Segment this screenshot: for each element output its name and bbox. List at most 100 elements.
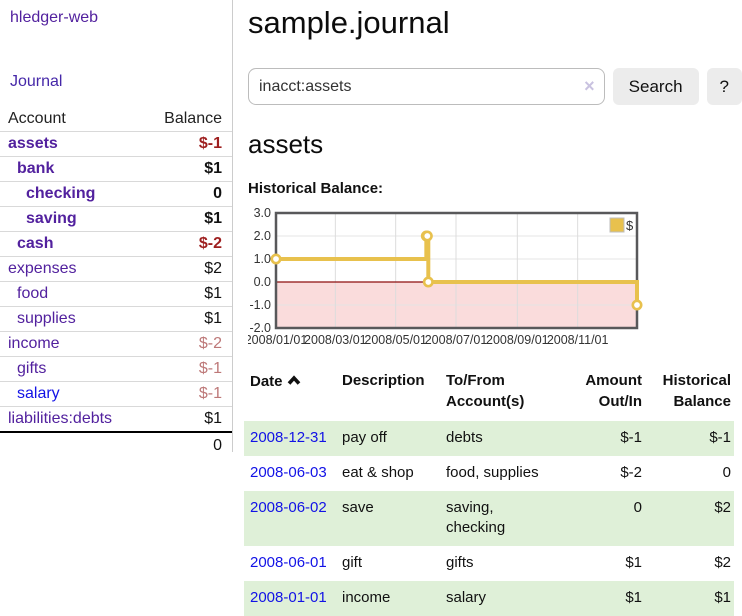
- transaction-amount: $-1: [620, 429, 642, 446]
- amount-column-header: Amount Out/In: [585, 372, 642, 410]
- register-header-row: Date Description To/From Account(s) Amou…: [244, 368, 734, 421]
- account-balance: $-1: [198, 135, 222, 152]
- account-balance: $1: [204, 410, 222, 427]
- sidebar: hledger-web Journal Account Balance asse…: [0, 0, 233, 454]
- account-balance: $-1: [198, 360, 222, 377]
- account-balance: $-1: [198, 385, 222, 402]
- help-button[interactable]: ?: [706, 68, 742, 105]
- account-link[interactable]: gifts: [17, 360, 47, 377]
- account-balance: $1: [204, 285, 222, 302]
- account-balance: $2: [204, 260, 222, 277]
- transaction-balance: $2: [714, 554, 731, 571]
- transaction-balance: 0: [722, 464, 731, 481]
- data-point-marker: [422, 276, 434, 288]
- account-row: saving $1: [0, 206, 232, 231]
- y-axis-tick-label: 2.0: [254, 229, 271, 243]
- transaction-description: save: [342, 499, 374, 516]
- transaction-amount: 0: [633, 499, 642, 516]
- data-point-marker: [270, 253, 282, 265]
- x-axis-tick-label: 2008/03/01: [304, 333, 367, 347]
- brand-link[interactable]: hledger-web: [10, 9, 99, 26]
- transaction-description: gift: [342, 554, 363, 571]
- transaction-date-link[interactable]: 2008-06-02: [250, 499, 327, 516]
- account-row: income $-2: [0, 331, 232, 356]
- x-axis-tick-label: 2008/09/01: [486, 333, 549, 347]
- legend-label: $: [626, 218, 634, 233]
- date-cell: 2008-01-01: [244, 581, 342, 616]
- account-link[interactable]: checking: [26, 185, 96, 202]
- account-link[interactable]: expenses: [8, 260, 77, 277]
- account-row: checking 0: [0, 181, 232, 206]
- account-link[interactable]: assets: [8, 135, 58, 152]
- account-link[interactable]: income: [8, 335, 60, 352]
- date-cell: 2008-06-01: [244, 546, 342, 581]
- account-link[interactable]: food: [17, 285, 49, 302]
- account-balance: $-2: [198, 235, 222, 252]
- register-table: Date Description To/From Account(s) Amou…: [244, 368, 734, 616]
- y-axis-tick-label: -1.0: [249, 298, 271, 312]
- date-cell: 2008-06-03: [244, 456, 342, 491]
- transaction-accounts: gifts: [446, 554, 474, 571]
- register-row: 2008-12-31 pay off debts $-1 $-1: [244, 421, 734, 456]
- transaction-date-link[interactable]: 2008-06-01: [250, 554, 327, 571]
- clear-search-icon[interactable]: ×: [584, 76, 595, 96]
- sidebar-item-journal[interactable]: Journal: [10, 73, 63, 90]
- y-axis-tick-label: 0.0: [254, 275, 271, 289]
- account-row: expenses $2: [0, 256, 232, 281]
- transaction-amount: $-2: [620, 464, 642, 481]
- register-row: 2008-06-02 save saving, checking 0 $2: [244, 491, 734, 546]
- accounts-total-row: 0: [0, 431, 232, 458]
- main-content: sample.journal × Search ? assets Histori…: [244, 0, 742, 616]
- chevron-up-icon: [287, 370, 301, 391]
- account-row: liabilities:debts $1: [0, 406, 232, 431]
- account-row: bank $1: [0, 156, 232, 181]
- transaction-accounts: food, supplies: [446, 464, 539, 481]
- y-axis-tick-label: -2.0: [249, 321, 271, 335]
- account-link[interactable]: liabilities:debts: [8, 410, 113, 427]
- accounts-header-account: Account: [8, 109, 66, 127]
- transaction-description: pay off: [342, 429, 387, 446]
- search-bar: × Search ?: [248, 68, 742, 105]
- account-balance: $-2: [198, 335, 222, 352]
- account-link[interactable]: bank: [17, 160, 55, 177]
- transaction-balance: $-1: [709, 429, 731, 446]
- register-row: 2008-06-03 eat & shop food, supplies $-2 0: [244, 456, 734, 491]
- balance-column-header: Historical Balance: [662, 372, 731, 410]
- accounts-header-balance: Balance: [164, 109, 222, 127]
- data-point-marker: [631, 299, 643, 311]
- account-link[interactable]: cash: [17, 235, 54, 252]
- account-row: salary $-1: [0, 381, 232, 406]
- transaction-description: income: [342, 589, 391, 606]
- chart-svg: $2008/01/012008/03/012008/05/012008/07/0…: [245, 206, 643, 347]
- transaction-description: eat & shop: [342, 464, 414, 481]
- transaction-date-link[interactable]: 2008-12-31: [250, 429, 327, 446]
- accounts-table-header: Account Balance: [0, 106, 232, 131]
- account-link[interactable]: supplies: [17, 310, 76, 327]
- account-heading: assets: [248, 129, 324, 159]
- date-column-header[interactable]: Date: [244, 368, 342, 421]
- legend-swatch: [609, 217, 625, 233]
- account-row: food $1: [0, 281, 232, 306]
- register-row: 2008-01-01 income salary $1 $1: [244, 581, 734, 616]
- account-balance: $1: [204, 310, 222, 327]
- accounts-total-value: 0: [213, 437, 222, 454]
- search-input[interactable]: [248, 68, 605, 105]
- y-axis-tick-label: 1.0: [254, 252, 271, 266]
- transaction-date-link[interactable]: 2008-06-03: [250, 464, 327, 481]
- x-axis-tick-label: 2008/01/01: [248, 333, 307, 347]
- account-balance: 0: [213, 185, 222, 202]
- transaction-balance: $2: [714, 499, 731, 516]
- x-axis-tick-label: 2008/07/01: [425, 333, 488, 347]
- transaction-accounts: saving, checking: [446, 499, 506, 536]
- account-link[interactable]: salary: [17, 385, 60, 402]
- account-row: supplies $1: [0, 306, 232, 331]
- search-button[interactable]: Search: [612, 68, 699, 105]
- register-row: 2008-06-01 gift gifts $1 $2: [244, 546, 734, 581]
- account-balance: $1: [204, 160, 222, 177]
- chart-title: Historical Balance:: [248, 180, 384, 197]
- x-axis-tick-label: 2008/05/01: [364, 333, 427, 347]
- page-title: sample.journal: [248, 5, 450, 40]
- account-balance: $1: [204, 210, 222, 227]
- transaction-date-link[interactable]: 2008-01-01: [250, 589, 327, 606]
- account-link[interactable]: saving: [26, 210, 77, 227]
